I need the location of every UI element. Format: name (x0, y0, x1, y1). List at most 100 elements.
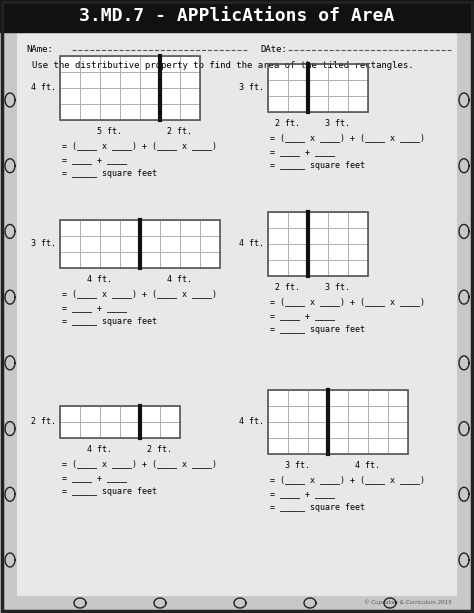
Bar (348, 96, 368, 112)
Bar (120, 104, 140, 120)
Text: 2 ft.: 2 ft. (31, 417, 56, 427)
Text: = _____ square feet: = _____ square feet (62, 487, 157, 497)
Bar (100, 220, 120, 236)
Bar (308, 390, 328, 406)
Text: = ____ + ____: = ____ + ____ (270, 490, 335, 498)
Bar (60, 252, 80, 268)
Bar (180, 56, 200, 72)
Text: 4 ft.: 4 ft. (167, 275, 192, 284)
Bar (308, 406, 328, 422)
Bar (160, 56, 180, 72)
Bar (348, 244, 368, 260)
Bar (308, 260, 328, 276)
Text: 3 ft.: 3 ft. (326, 283, 350, 292)
Bar (80, 406, 100, 422)
Bar (328, 212, 348, 228)
Text: = (____ x ____) + (____ x ____): = (____ x ____) + (____ x ____) (270, 134, 425, 142)
Bar (120, 252, 140, 268)
Bar (140, 252, 160, 268)
Text: 2 ft.: 2 ft. (275, 120, 301, 129)
Text: = (____ x ____) + (____ x ____): = (____ x ____) + (____ x ____) (62, 289, 217, 299)
Bar (60, 72, 80, 88)
Bar (288, 228, 308, 244)
Bar (80, 220, 100, 236)
Bar (268, 96, 288, 112)
Bar (348, 212, 368, 228)
Bar (100, 422, 120, 438)
Bar (80, 236, 100, 252)
Bar (100, 406, 120, 422)
Bar (348, 64, 368, 80)
Bar (348, 80, 368, 96)
Bar (268, 390, 408, 454)
Text: NAme:: NAme: (26, 45, 53, 55)
Text: = _____ square feet: = _____ square feet (62, 170, 157, 178)
Bar (308, 438, 328, 454)
Text: = ____ + ____: = ____ + ____ (270, 311, 335, 321)
Bar (160, 236, 180, 252)
Text: 2 ft.: 2 ft. (167, 128, 192, 137)
Bar (308, 212, 328, 228)
Bar (200, 252, 220, 268)
Bar (180, 72, 200, 88)
Bar (288, 212, 308, 228)
Bar (100, 104, 120, 120)
Bar (348, 406, 368, 422)
Bar (80, 422, 100, 438)
Bar (268, 64, 288, 80)
Bar (348, 422, 368, 438)
Bar (268, 390, 288, 406)
Bar (160, 72, 180, 88)
Bar (268, 80, 288, 96)
Bar (60, 406, 180, 438)
Text: Use the distributive property to find the area of the tiled rectangles.: Use the distributive property to find th… (32, 61, 414, 70)
Bar (268, 212, 368, 276)
Bar (328, 422, 348, 438)
Text: © Cupcakes & Curriculum 2015: © Cupcakes & Curriculum 2015 (365, 600, 452, 605)
Bar (308, 244, 328, 260)
Text: = _____ square feet: = _____ square feet (270, 503, 365, 512)
Text: = ____ + ____: = ____ + ____ (270, 148, 335, 156)
Bar (100, 72, 120, 88)
Text: 2 ft.: 2 ft. (147, 446, 173, 454)
Text: = (____ x ____) + (____ x ____): = (____ x ____) + (____ x ____) (270, 297, 425, 306)
Text: = (____ x ____) + (____ x ____): = (____ x ____) + (____ x ____) (270, 476, 425, 484)
Bar (328, 406, 348, 422)
Bar (120, 236, 140, 252)
Bar (140, 104, 160, 120)
Bar (160, 104, 180, 120)
Bar (328, 64, 348, 80)
Text: DAte:: DAte: (260, 45, 287, 55)
Bar (180, 88, 200, 104)
Text: = ____ + ____: = ____ + ____ (62, 473, 127, 482)
Bar (288, 80, 308, 96)
Text: 4 ft.: 4 ft. (88, 446, 112, 454)
Bar (328, 260, 348, 276)
Bar (140, 422, 160, 438)
Bar (80, 104, 100, 120)
Bar (160, 406, 180, 422)
Bar (80, 72, 100, 88)
Bar (180, 252, 200, 268)
Bar (288, 64, 308, 80)
Bar (348, 390, 368, 406)
Bar (120, 422, 140, 438)
Bar (308, 96, 328, 112)
Bar (80, 56, 100, 72)
Bar (60, 422, 80, 438)
Bar (120, 220, 140, 236)
Bar (268, 260, 288, 276)
Bar (288, 438, 308, 454)
Bar (160, 252, 180, 268)
Bar (140, 72, 160, 88)
Bar (100, 88, 120, 104)
Text: = ____ + ____: = ____ + ____ (62, 156, 127, 164)
Bar (140, 56, 160, 72)
Bar (348, 260, 368, 276)
Bar (368, 406, 388, 422)
Bar (388, 406, 408, 422)
Text: 4 ft.: 4 ft. (239, 240, 264, 248)
Bar (60, 104, 80, 120)
Text: = _____ square feet: = _____ square feet (62, 318, 157, 327)
Text: = (____ x ____) + (____ x ____): = (____ x ____) + (____ x ____) (62, 142, 217, 151)
